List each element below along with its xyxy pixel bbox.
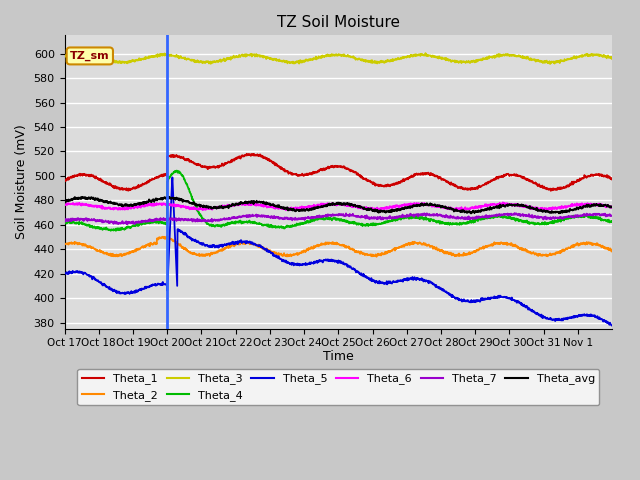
Theta_7 — [341, 213, 349, 219]
Theta_3 — [438, 56, 446, 62]
Theta_7 — [608, 213, 616, 218]
Theta_avg — [467, 211, 475, 216]
Theta_5 — [168, 175, 176, 180]
Theta_avg — [159, 196, 166, 202]
Line: Theta_7: Theta_7 — [65, 213, 612, 224]
Legend: Theta_1, Theta_2, Theta_3, Theta_4, Theta_5, Theta_6, Theta_7, Theta_avg: Theta_1, Theta_2, Theta_3, Theta_4, Thet… — [77, 369, 599, 405]
Theta_4 — [439, 219, 447, 225]
Theta_avg — [71, 194, 79, 200]
Theta_6 — [341, 203, 349, 208]
Theta_2 — [61, 241, 68, 247]
Theta_2 — [573, 240, 581, 246]
Theta_3 — [608, 56, 616, 61]
Theta_avg — [608, 204, 616, 210]
Theta_4 — [608, 219, 616, 225]
Theta_1 — [159, 174, 166, 180]
Theta_6 — [608, 204, 616, 210]
Theta_7 — [61, 218, 68, 224]
Theta_6 — [573, 202, 581, 207]
Theta_6 — [71, 202, 79, 208]
Theta_2 — [608, 248, 616, 254]
Theta_7 — [159, 217, 166, 223]
Theta_3 — [422, 50, 429, 56]
Theta_5 — [308, 260, 316, 266]
Theta_5 — [438, 288, 446, 293]
Theta_4 — [112, 228, 120, 234]
Theta_5 — [608, 323, 616, 328]
Line: Theta_3: Theta_3 — [65, 53, 612, 64]
Theta_4 — [309, 218, 317, 224]
Line: Theta_avg: Theta_avg — [65, 197, 612, 214]
Theta_5 — [341, 262, 349, 267]
Theta_6 — [438, 204, 446, 210]
Theta_3 — [308, 57, 316, 62]
Line: Theta_4: Theta_4 — [65, 171, 612, 231]
Theta_7 — [511, 210, 518, 216]
Theta_3 — [341, 53, 349, 59]
Title: TZ Soil Moisture: TZ Soil Moisture — [277, 15, 400, 30]
Theta_2 — [71, 241, 79, 247]
X-axis label: Time: Time — [323, 350, 354, 363]
Theta_2 — [341, 244, 349, 250]
Theta_2 — [372, 254, 380, 260]
Theta_5 — [71, 269, 79, 275]
Text: TZ_sm: TZ_sm — [70, 51, 109, 61]
Theta_4 — [173, 168, 180, 174]
Theta_6 — [499, 200, 507, 205]
Theta_7 — [308, 215, 316, 220]
Theta_7 — [71, 216, 79, 222]
Line: Theta_6: Theta_6 — [65, 203, 612, 210]
Theta_3 — [159, 53, 166, 59]
Theta_avg — [61, 199, 68, 205]
Theta_1 — [61, 178, 68, 183]
Line: Theta_2: Theta_2 — [65, 236, 612, 257]
Theta_avg — [166, 194, 173, 200]
Theta_7 — [573, 212, 581, 218]
Theta_5 — [159, 281, 166, 287]
Theta_6 — [159, 201, 166, 206]
Theta_2 — [439, 249, 447, 254]
Theta_1 — [573, 178, 581, 183]
Theta_1 — [608, 177, 616, 182]
Theta_2 — [159, 234, 166, 240]
Theta_1 — [71, 173, 79, 179]
Theta_1 — [438, 176, 446, 182]
Theta_avg — [308, 205, 316, 211]
Theta_1 — [308, 170, 316, 176]
Theta_5 — [573, 313, 581, 319]
Line: Theta_1: Theta_1 — [65, 154, 612, 191]
Theta_4 — [159, 220, 166, 226]
Theta_4 — [61, 219, 68, 225]
Theta_1 — [341, 166, 349, 171]
Theta_6 — [61, 202, 68, 207]
Line: Theta_5: Theta_5 — [65, 178, 612, 325]
Theta_3 — [547, 61, 554, 67]
Theta_avg — [438, 204, 446, 210]
Theta_2 — [164, 233, 172, 239]
Theta_1 — [243, 151, 250, 156]
Theta_4 — [342, 218, 349, 224]
Theta_6 — [538, 207, 546, 213]
Theta_3 — [61, 53, 68, 59]
Theta_5 — [608, 323, 616, 328]
Y-axis label: Soil Moisture (mV): Soil Moisture (mV) — [15, 125, 28, 240]
Theta_7 — [438, 213, 446, 219]
Theta_1 — [547, 188, 555, 194]
Theta_avg — [341, 200, 349, 206]
Theta_6 — [308, 204, 316, 209]
Theta_7 — [124, 221, 131, 227]
Theta_4 — [71, 220, 79, 226]
Theta_avg — [573, 205, 581, 211]
Theta_2 — [308, 245, 316, 251]
Theta_4 — [573, 214, 581, 220]
Theta_5 — [61, 270, 68, 276]
Theta_3 — [573, 55, 581, 60]
Theta_3 — [71, 52, 79, 58]
